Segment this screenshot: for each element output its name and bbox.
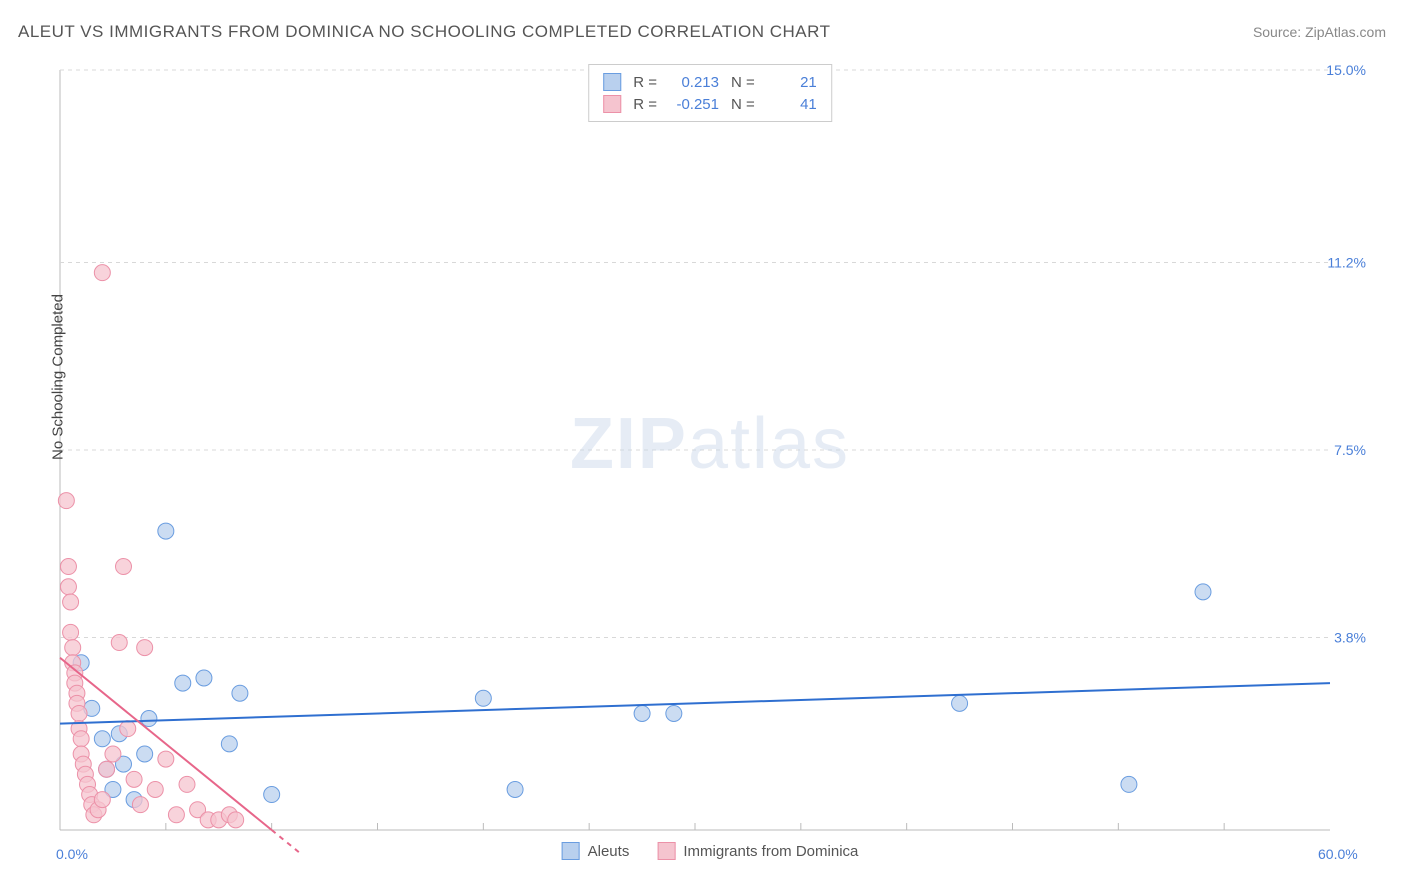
correlation-legend: R = 0.213 N = 21 R = -0.251 N = 41 (588, 64, 832, 122)
legend-row-series-0: R = 0.213 N = 21 (603, 71, 817, 93)
r-value-0: 0.213 (669, 74, 719, 91)
legend-item-1: Immigrants from Dominica (657, 842, 858, 860)
n-value-0: 21 (767, 74, 817, 91)
svg-text:15.0%: 15.0% (1326, 62, 1366, 78)
x-axis-max: 60.0% (1318, 846, 1358, 862)
n-label: N = (731, 96, 755, 113)
legend-label-1: Immigrants from Dominica (683, 843, 858, 860)
n-value-1: 41 (767, 96, 817, 113)
svg-text:11.2%: 11.2% (1327, 255, 1366, 271)
y-axis-label: No Schooling Completed (50, 294, 67, 460)
plot-area: 3.8% 7.5% 11.2% 15.0% (50, 60, 1370, 860)
swatch-series-0 (603, 73, 621, 91)
swatch-series-1 (603, 95, 621, 113)
r-label: R = (633, 74, 657, 91)
source-attribution: Source: ZipAtlas.com (1253, 24, 1386, 40)
swatch-series-1 (657, 842, 675, 860)
series-legend: Aleuts Immigrants from Dominica (562, 842, 859, 860)
legend-row-series-1: R = -0.251 N = 41 (603, 93, 817, 115)
scatter-chart: No Schooling Completed ZIPatlas 3.8%7.5%… (50, 60, 1370, 860)
n-label: N = (731, 74, 755, 91)
legend-label-0: Aleuts (588, 843, 630, 860)
x-axis-min: 0.0% (56, 846, 88, 862)
swatch-series-0 (562, 842, 580, 860)
r-value-1: -0.251 (669, 96, 719, 113)
legend-item-0: Aleuts (562, 842, 630, 860)
svg-text:3.8%: 3.8% (1334, 629, 1366, 645)
svg-text:7.5%: 7.5% (1334, 442, 1366, 458)
chart-title: ALEUT VS IMMIGRANTS FROM DOMINICA NO SCH… (18, 22, 830, 42)
r-label: R = (633, 96, 657, 113)
